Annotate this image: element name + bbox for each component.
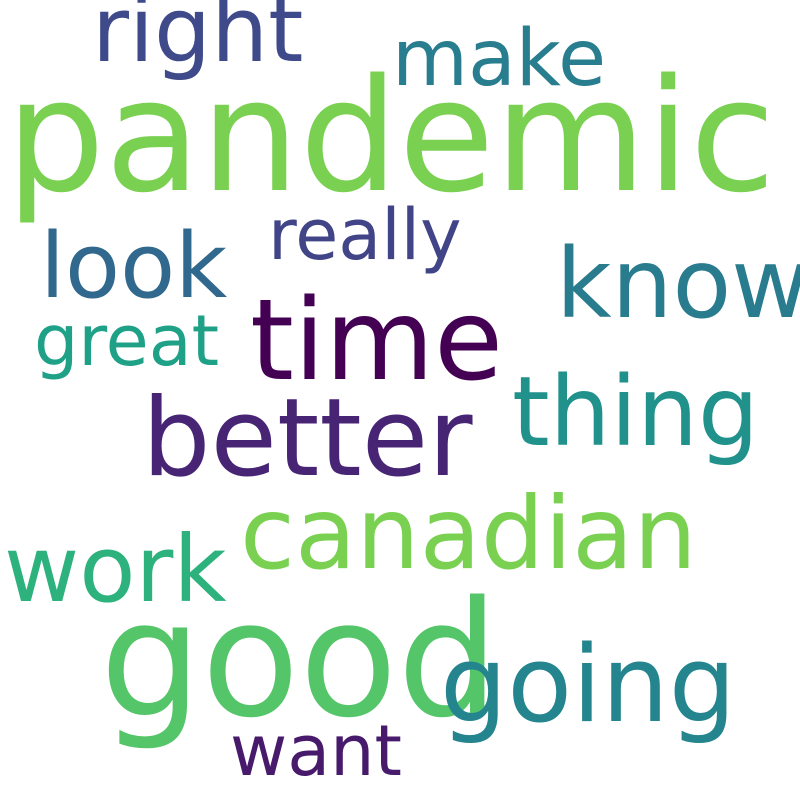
word-great: great bbox=[34, 300, 220, 382]
word-really: really bbox=[268, 194, 462, 276]
word-better: better bbox=[142, 376, 473, 501]
word-time: time bbox=[250, 276, 504, 406]
word-thing: thing bbox=[512, 356, 759, 468]
word-know: know bbox=[556, 228, 800, 340]
word-want: want bbox=[230, 710, 402, 792]
word-look: look bbox=[40, 214, 228, 319]
word-right: right bbox=[92, 0, 304, 83]
word-work: work bbox=[4, 516, 227, 623]
word-make: make bbox=[392, 14, 607, 104]
word-going: going bbox=[440, 623, 737, 746]
word-good: good bbox=[100, 566, 499, 753]
word-canadian: canadian bbox=[240, 475, 697, 592]
word-pandemic: pandemic bbox=[6, 45, 776, 227]
